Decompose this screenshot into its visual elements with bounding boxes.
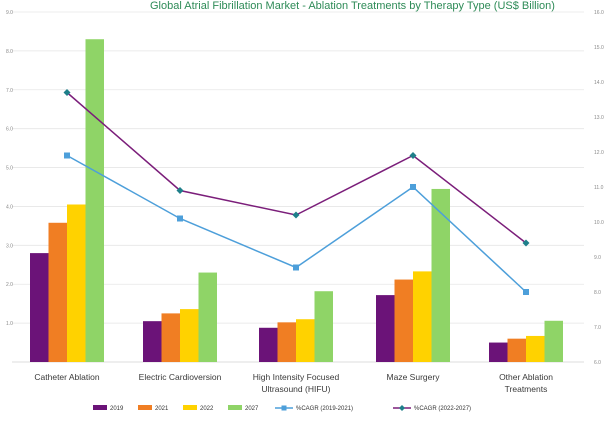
left-tick-label: 7.0 [6, 88, 13, 94]
right-tick-label: 13.0 [594, 115, 604, 121]
category-label: Other Ablation [499, 372, 553, 382]
line-point [64, 152, 70, 159]
category-label: Maze Surgery [387, 372, 441, 382]
line-layer [63, 89, 530, 295]
bar-2021 [161, 313, 180, 362]
legend-label: 2027 [245, 406, 259, 412]
legend-label: 2022 [200, 406, 214, 412]
line-series [66, 154, 527, 293]
legend-swatch [93, 405, 107, 410]
category-labels: Catheter Ablation Electric Cardioversion H… [34, 372, 553, 394]
right-tick-label: 10.0 [594, 220, 604, 226]
legend: 2019 2021 2022 2027 %CAGR (2019-2021) %CAGR (… [93, 405, 471, 412]
line-point [410, 184, 416, 190]
category-label: Treatments [505, 384, 548, 394]
legend-label: %CAGR (2019-2021) [296, 406, 353, 412]
line-point [176, 187, 184, 194]
legend-marker [281, 405, 287, 411]
legend-marker [399, 405, 405, 411]
bar-layer [30, 39, 563, 362]
right-tick-label: 11.0 [594, 185, 604, 191]
left-tick-label: 2.0 [6, 282, 13, 288]
left-tick-label: 4.0 [6, 204, 13, 210]
line-point [177, 215, 183, 222]
category-label: Catheter Ablation [34, 372, 99, 382]
bar-2027 [544, 320, 563, 362]
left-tick-label: 1.0 [6, 321, 13, 327]
title-fragment: Global Atrial Fibrillation Market - Abla… [150, 0, 555, 12]
category-label: High Intensity Focused [253, 372, 340, 382]
line-point [522, 239, 530, 247]
line-point [409, 152, 417, 159]
right-tick-label: 14.0 [594, 80, 604, 86]
bar-2022 [296, 319, 315, 362]
bar-2021 [277, 322, 296, 362]
category-label: Ultrasound (HIFU) [262, 384, 331, 394]
right-tick-label: 15.0 [594, 45, 604, 51]
right-tick-label: 7.0 [594, 325, 601, 331]
bar-2022 [67, 204, 86, 362]
legend-label: %CAGR (2022-2027) [414, 406, 471, 412]
legend-swatch [183, 405, 197, 410]
line-point [293, 264, 299, 271]
right-axis: 6.0 7.0 8.0 9.0 10.0 11.0 12.0 13.0 14.0 15.0 16.0 [594, 10, 604, 366]
right-tick-label: 9.0 [594, 255, 601, 261]
bar-2022 [526, 335, 545, 362]
left-tick-label: 5.0 [6, 166, 13, 172]
bar-2027 [431, 188, 450, 362]
legend-label: 2019 [110, 406, 124, 412]
bar-2027 [198, 272, 217, 362]
left-axis: 1.0 2.0 3.0 4.0 5.0 6.0 7.0 8.0 9.0 [6, 10, 13, 327]
bar-2027 [314, 291, 333, 362]
legend-swatch [138, 405, 152, 410]
bar-2022 [180, 309, 199, 362]
bar-2019 [143, 321, 162, 362]
bar-2019 [489, 342, 508, 362]
bar-2021 [507, 338, 526, 362]
bar-2019 [259, 327, 278, 362]
gridlines [12, 11, 584, 363]
bar-2021 [394, 279, 413, 362]
legend-swatch [228, 405, 242, 410]
svg-text:Global Atrial Fibrillation Mar: Global Atrial Fibrillation Market - Abla… [150, 0, 555, 12]
right-tick-label: 16.0 [594, 10, 604, 16]
bar-2021 [48, 222, 67, 362]
left-tick-label: 9.0 [6, 10, 13, 16]
bar-2022 [413, 271, 432, 362]
right-tick-label: 8.0 [594, 290, 601, 296]
legend-label: 2021 [155, 406, 169, 412]
left-tick-label: 8.0 [6, 49, 13, 55]
right-tick-label: 6.0 [594, 360, 601, 366]
line-point [292, 211, 300, 219]
bar-2019 [30, 253, 49, 362]
bar-2027 [85, 39, 104, 362]
left-tick-label: 3.0 [6, 243, 13, 249]
line-point [523, 289, 529, 295]
right-tick-label: 12.0 [594, 150, 604, 156]
left-tick-label: 6.0 [6, 127, 13, 133]
line-point [63, 89, 71, 96]
category-label: Electric Cardioversion [139, 372, 222, 382]
bar-2019 [376, 295, 395, 362]
